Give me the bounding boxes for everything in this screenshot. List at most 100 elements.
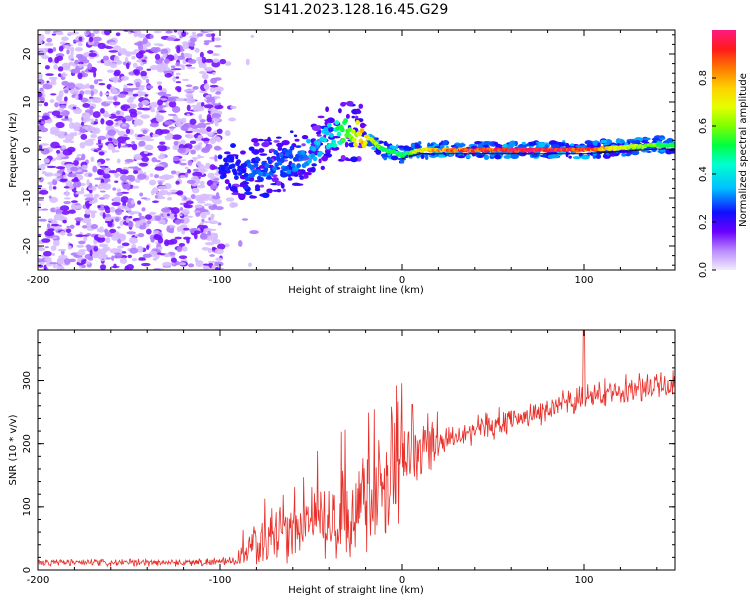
heatmap-speckle (248, 262, 252, 268)
heatmap-speckle (197, 134, 203, 139)
spectrogram-y-tick-label: 10 (22, 96, 33, 109)
heatmap-speckle (130, 87, 140, 91)
heatmap-speckle (215, 86, 224, 92)
heatmap-speckle (214, 261, 224, 267)
heatmap-speckle (205, 30, 215, 33)
heatmap-speckle (46, 80, 50, 84)
heatmap-speckle (203, 40, 214, 43)
heatmap-speckle (179, 207, 184, 211)
heatmap-speckle (184, 166, 189, 170)
spectrogram-y-tick-label: 0 (22, 147, 33, 153)
heatmap-speckle (187, 263, 195, 268)
heatmap-speckle (214, 206, 224, 211)
heatmap-ridge-cell (307, 158, 312, 164)
heatmap-speckle (64, 89, 69, 94)
heatmap-halo-blob (539, 154, 548, 158)
heatmap-speckle (203, 104, 214, 109)
heatmap-ridge-cell (671, 143, 675, 147)
heatmap-halo-blob (316, 134, 322, 137)
heatmap-speckle (85, 30, 91, 35)
heatmap-speckle (38, 91, 43, 98)
heatmap-speckle (193, 210, 201, 213)
heatmap-speckle (82, 204, 87, 210)
heatmap-speckle (189, 37, 197, 43)
heatmap-speckle (203, 203, 213, 207)
heatmap-halo-blob (259, 153, 268, 156)
heatmap-halo-blob (327, 126, 335, 132)
heatmap-speckle (74, 204, 83, 209)
heatmap-speckle (150, 46, 158, 53)
colorbar-ticks: 0.0 0.2 0.4 0.6 0.8 (698, 70, 716, 278)
heatmap-speckle (100, 118, 105, 125)
heatmap-speckle (93, 246, 99, 252)
heatmap-speckle (61, 144, 66, 150)
heatmap-speckle (145, 228, 152, 235)
heatmap-speckle (102, 55, 110, 61)
heatmap-speckle (38, 103, 43, 107)
heatmap-speckle (185, 64, 193, 67)
snr-x-tick-label: 100 (574, 575, 593, 586)
heatmap-speckle (216, 136, 221, 143)
heatmap-speckle (107, 143, 114, 150)
heatmap-speckle (127, 254, 132, 259)
heatmap-speckle (172, 144, 180, 150)
heatmap-speckle (121, 123, 127, 127)
heatmap-speckle (112, 76, 119, 83)
heatmap-halo-blob (476, 154, 484, 158)
heatmap-speckle (77, 54, 88, 62)
heatmap-speckle (64, 192, 70, 196)
heatmap-speckle (138, 215, 146, 221)
heatmap-speckle (57, 73, 62, 77)
heatmap-speckle (138, 162, 148, 167)
heatmap-speckle (176, 117, 182, 124)
heatmap-speckle (102, 212, 106, 219)
heatmap-ridge-cell (223, 157, 228, 163)
heatmap-speckle (194, 47, 200, 53)
heatmap-speckle (214, 37, 222, 41)
heatmap-speckle (199, 89, 208, 94)
heatmap-speckle (144, 94, 148, 97)
heatmap-speckle (204, 241, 215, 246)
heatmap-halo-blob (420, 154, 425, 160)
heatmap-halo-blob (495, 143, 502, 149)
heatmap-speckle (126, 174, 134, 181)
heatmap-speckle (44, 42, 54, 47)
heatmap-speckle (109, 228, 117, 234)
heatmap-speckle (105, 120, 114, 126)
heatmap-halo-blob (223, 151, 231, 155)
heatmap-speckle (196, 184, 206, 189)
heatmap-halo-blob (277, 146, 283, 151)
heatmap-speckle (53, 172, 61, 177)
heatmap-speckle (176, 45, 181, 50)
heatmap-speckle (38, 198, 45, 202)
heatmap-speckle (210, 213, 215, 219)
heatmap-ridge-cell (326, 122, 332, 128)
heatmap-speckle (50, 126, 60, 134)
heatmap-speckle (63, 96, 68, 102)
heatmap-halo-blob (291, 182, 301, 186)
heatmap-speckle (83, 194, 88, 197)
heatmap-speckle (181, 117, 187, 124)
heatmap-speckle (207, 172, 215, 179)
heatmap-speckle (117, 93, 127, 98)
heatmap-speckle (198, 63, 204, 69)
heatmap-speckle (166, 213, 171, 217)
heatmap-halo-blob (366, 142, 373, 147)
heatmap-halo-blob (229, 185, 238, 192)
heatmap-speckle (156, 179, 166, 183)
heatmap-halo-blob (235, 155, 239, 160)
heatmap-speckle (202, 62, 207, 69)
heatmap-ridge-cell (296, 163, 302, 169)
heatmap-speckle (136, 59, 143, 63)
heatmap-ridge-cell (355, 119, 360, 125)
heatmap-speckle (72, 106, 77, 110)
heatmap-speckle (179, 262, 186, 266)
heatmap-halo-blob (371, 146, 377, 150)
heatmap-speckle (187, 59, 197, 64)
heatmap-speckle (69, 166, 79, 172)
heatmap-speckle (195, 260, 204, 267)
heatmap-halo-blob (465, 154, 471, 159)
heatmap-halo-blob (380, 153, 389, 158)
heatmap-speckle (47, 228, 55, 232)
heatmap-speckle (157, 185, 168, 190)
